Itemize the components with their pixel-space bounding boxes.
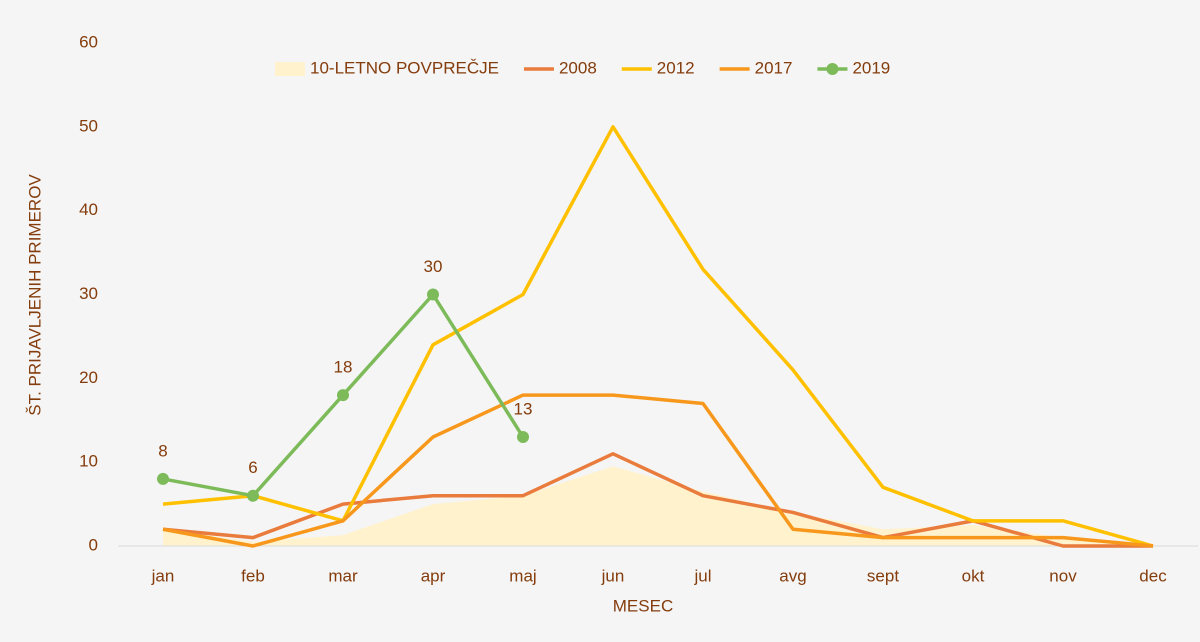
data-label: 30 <box>424 257 443 276</box>
x-tick-label: jul <box>693 566 711 585</box>
x-axis-label: MESEC <box>613 596 673 615</box>
x-tick-label: jan <box>151 566 175 585</box>
y-tick-label: 30 <box>79 284 98 303</box>
legend-marker <box>826 63 839 75</box>
x-tick-label: feb <box>241 566 265 585</box>
legend-label: 10-LETNO POVPREČJE <box>310 58 499 77</box>
x-tick-label: maj <box>509 566 536 585</box>
legend-swatch <box>275 62 305 76</box>
data-label: 13 <box>514 400 533 419</box>
x-tick-label: avg <box>779 566 806 585</box>
x-tick-label: jun <box>601 566 625 585</box>
marker <box>427 288 439 301</box>
line <box>162 125 1154 548</box>
y-axis-label: ŠT. PRIJAVLJENIH PRIMEROV <box>25 174 44 416</box>
y-tick-label: 20 <box>79 368 98 387</box>
y-tick-label: 0 <box>89 535 98 554</box>
y-tick-label: 60 <box>79 32 98 51</box>
x-tick-label: dec <box>1139 566 1167 585</box>
legend-label: 2017 <box>755 58 793 77</box>
x-tick-label: mar <box>328 566 358 585</box>
marker <box>157 472 169 485</box>
line <box>162 452 1153 548</box>
legend-label: 2019 <box>852 58 890 77</box>
marker <box>337 389 349 402</box>
x-tick-label: okt <box>962 566 985 585</box>
data-label: 18 <box>334 358 353 377</box>
line <box>162 393 1154 548</box>
x-tick-label: sept <box>867 566 899 585</box>
marker <box>247 489 259 502</box>
area <box>163 466 1153 546</box>
data-label: 6 <box>248 458 257 477</box>
y-tick-label: 50 <box>79 116 98 135</box>
y-tick-label: 10 <box>79 452 98 471</box>
marker <box>517 431 529 444</box>
legend-label: 2012 <box>657 58 695 77</box>
data-label: 8 <box>158 441 167 460</box>
x-tick-label: apr <box>421 566 446 585</box>
legend-label: 2008 <box>559 58 597 77</box>
x-tick-label: nov <box>1049 566 1077 585</box>
y-tick-label: 40 <box>79 200 98 219</box>
